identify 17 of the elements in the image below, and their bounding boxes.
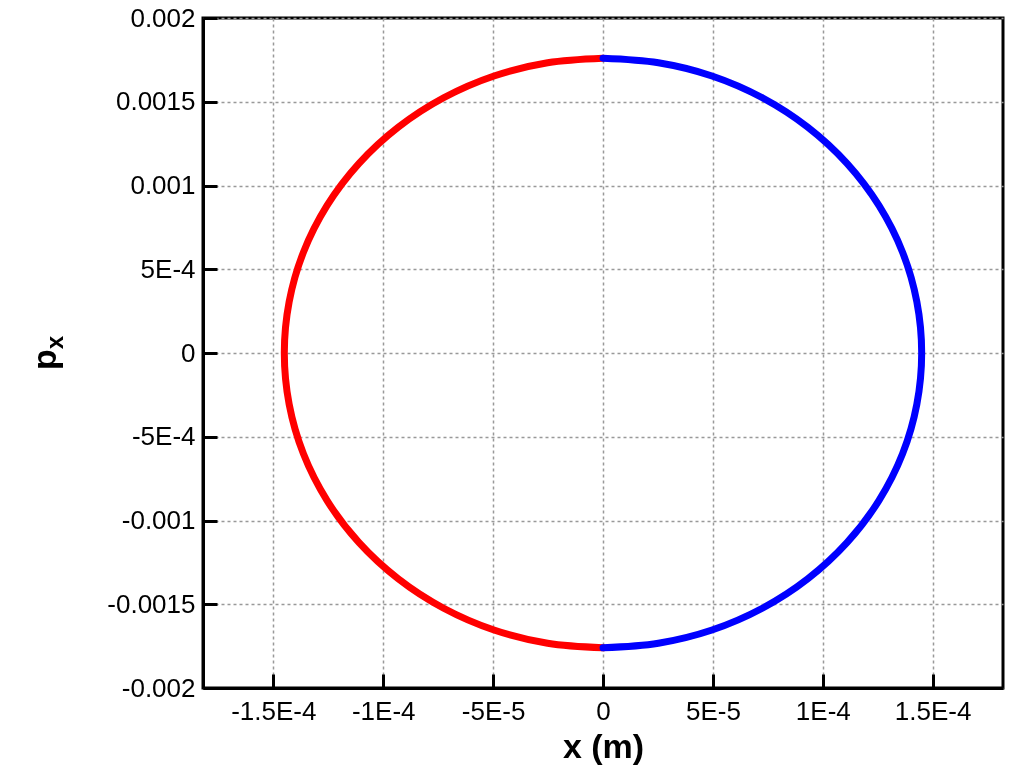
y-tick-label: 0.0015 — [115, 86, 196, 117]
x-tick-label: 5E-5 — [685, 695, 741, 726]
y-tick-label: 0 — [181, 337, 196, 368]
x-tick-label: -1.5E-4 — [231, 695, 317, 726]
x-tick-label: 1E-4 — [795, 695, 851, 726]
x-tick-label: -5E-5 — [461, 695, 526, 726]
x-tick-label: 0 — [596, 695, 611, 726]
y-tick-label: -0.001 — [121, 505, 196, 535]
y-tick-label: -5E-4 — [131, 421, 196, 452]
x-tick-label: 1.5E-4 — [894, 695, 972, 726]
y-tick-label: -0.002 — [121, 672, 196, 703]
y-tick-label: 5E-4 — [140, 253, 196, 284]
y-tick-label: -0.0015 — [107, 588, 196, 619]
x-axis-title: x (m) — [562, 726, 645, 765]
x-tick-label: -1E-4 — [351, 695, 416, 726]
y-tick-label: 0.001 — [130, 170, 196, 200]
y-tick-label: 0.002 — [130, 2, 196, 33]
